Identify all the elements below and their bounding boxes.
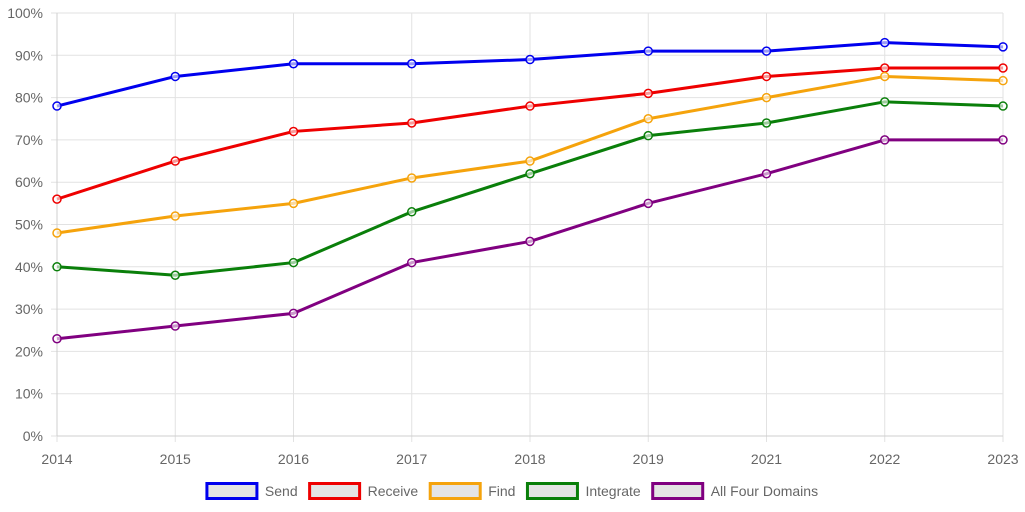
data-point-all-four-domains bbox=[525, 236, 535, 247]
data-point-receive bbox=[880, 63, 890, 73]
data-point-all-four-domains bbox=[761, 168, 772, 179]
x-tick-label: 2019 bbox=[633, 451, 664, 467]
data-point-integrate bbox=[880, 97, 890, 107]
y-axis: 0% 10% 20% 30% 40% 50% 60% 70% 80% 90% 100% bbox=[7, 5, 58, 444]
y-tick-label: 80% bbox=[15, 90, 43, 106]
x-tick-label: 2022 bbox=[869, 451, 900, 467]
data-point-integrate bbox=[170, 270, 180, 281]
data-point-find bbox=[761, 92, 772, 103]
legend-label: Find bbox=[488, 483, 515, 499]
data-point-receive bbox=[525, 101, 535, 111]
data-point-integrate bbox=[525, 168, 535, 179]
legend-item-all-four-domains: All Four Domains bbox=[651, 482, 818, 500]
legend-swatch bbox=[525, 482, 579, 500]
data-point-send bbox=[170, 71, 180, 82]
legend-label: Send bbox=[265, 483, 298, 499]
series-lines bbox=[52, 37, 1008, 344]
data-point-integrate bbox=[761, 118, 772, 128]
legend-item-receive: Receive bbox=[308, 482, 419, 500]
data-point-integrate bbox=[288, 257, 299, 268]
data-point-integrate bbox=[52, 262, 62, 272]
data-point-all-four-domains bbox=[998, 135, 1008, 145]
data-point-find bbox=[998, 75, 1008, 86]
data-point-all-four-domains bbox=[643, 198, 653, 209]
data-point-receive bbox=[998, 63, 1008, 73]
data-point-find bbox=[407, 173, 417, 183]
x-tick-label: 2023 bbox=[987, 451, 1018, 467]
y-tick-label: 50% bbox=[15, 217, 43, 233]
x-tick-label: 2017 bbox=[396, 451, 427, 467]
legend-item-integrate: Integrate bbox=[525, 482, 641, 500]
data-point-receive bbox=[407, 118, 417, 128]
legend-swatch bbox=[651, 482, 705, 500]
x-tick-label: 2016 bbox=[278, 451, 309, 467]
data-point-integrate bbox=[998, 101, 1008, 111]
y-tick-label: 70% bbox=[15, 132, 43, 148]
data-point-find bbox=[880, 71, 890, 82]
data-point-integrate bbox=[643, 130, 653, 141]
data-point-send bbox=[288, 59, 299, 69]
data-point-all-four-domains bbox=[170, 321, 180, 331]
data-point-find bbox=[288, 198, 299, 209]
x-tick-label: 2021 bbox=[751, 451, 782, 467]
x-tick-label: 2018 bbox=[514, 451, 545, 467]
data-point-integrate bbox=[407, 207, 417, 217]
data-point-find bbox=[170, 211, 180, 221]
data-point-receive bbox=[52, 194, 62, 204]
y-tick-label: 10% bbox=[15, 386, 43, 402]
data-point-receive bbox=[288, 126, 299, 137]
data-point-all-four-domains bbox=[407, 257, 417, 268]
legend-label: Integrate bbox=[585, 483, 640, 499]
data-point-send bbox=[761, 46, 772, 56]
y-tick-label: 40% bbox=[15, 259, 43, 275]
data-point-all-four-domains bbox=[880, 135, 890, 145]
data-point-find bbox=[525, 156, 535, 166]
data-point-find bbox=[52, 228, 62, 238]
data-point-send bbox=[643, 46, 653, 56]
data-point-send bbox=[880, 37, 890, 48]
x-tick-label: 2014 bbox=[41, 451, 72, 467]
data-point-all-four-domains bbox=[52, 333, 62, 344]
legend-item-find: Find bbox=[428, 482, 515, 500]
y-tick-label: 0% bbox=[23, 428, 43, 444]
legend-label: Receive bbox=[368, 483, 419, 499]
data-point-find bbox=[643, 114, 653, 124]
data-point-all-four-domains bbox=[288, 308, 299, 319]
y-tick-label: 100% bbox=[7, 5, 43, 21]
legend-swatch bbox=[428, 482, 482, 500]
data-point-send bbox=[407, 59, 417, 69]
x-tick-label: 2015 bbox=[160, 451, 191, 467]
legend-item-send: Send bbox=[205, 482, 298, 500]
data-point-receive bbox=[761, 71, 772, 82]
legend: Send Receive Find Integrate All Four Domains bbox=[205, 482, 818, 500]
data-point-send bbox=[998, 42, 1008, 52]
y-tick-label: 30% bbox=[15, 301, 43, 317]
x-axis: 2014 2015 2016 2017 2018 2019 2021 2022 2023 bbox=[41, 435, 1019, 467]
grid-lines bbox=[51, 12, 1004, 442]
data-point-send bbox=[525, 54, 535, 65]
data-point-receive bbox=[170, 156, 180, 166]
legend-swatch bbox=[205, 482, 259, 500]
data-point-send bbox=[52, 101, 62, 111]
legend-label: All Four Domains bbox=[711, 483, 818, 499]
data-point-receive bbox=[643, 88, 653, 99]
y-tick-label: 90% bbox=[15, 47, 43, 63]
y-tick-label: 60% bbox=[15, 174, 43, 190]
y-tick-label: 20% bbox=[15, 343, 43, 359]
legend-swatch bbox=[308, 482, 362, 500]
